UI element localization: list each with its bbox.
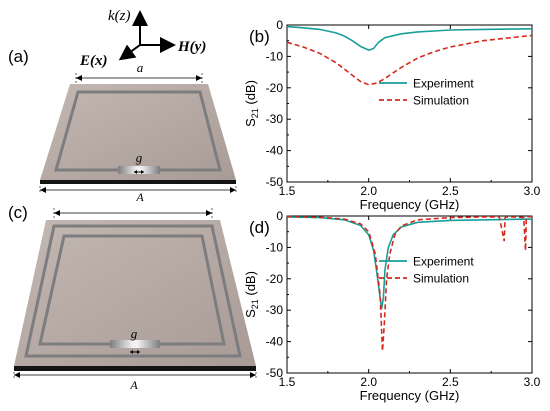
substrate-c bbox=[14, 220, 256, 366]
x-tick-label: 2.5 bbox=[442, 184, 459, 198]
series-line-experiment bbox=[286, 216, 533, 309]
x-tick-label: 3.0 bbox=[524, 375, 541, 389]
y-tick-label: -30 bbox=[266, 112, 284, 126]
x-tick-label: 1.5 bbox=[279, 375, 296, 389]
x-tick-label: 2.5 bbox=[442, 375, 459, 389]
ring-outer-c bbox=[24, 224, 242, 358]
legend-label-experiment: Experiment bbox=[413, 77, 474, 91]
dim-a-label: a bbox=[137, 60, 144, 75]
chart-b: (b) 1.5 2.0 2.5 3.0 0 -10 -20 -30 -40 -50 Frequency… bbox=[243, 18, 541, 212]
ring-inner-c bbox=[38, 234, 226, 346]
dim-A-label-c: A bbox=[129, 378, 138, 392]
ring-outer-a bbox=[54, 90, 222, 172]
y-tick-label: 0 bbox=[276, 209, 283, 223]
e-axis-label: E(x) bbox=[79, 53, 108, 69]
y-axis-label: S21 (dB) bbox=[243, 271, 260, 318]
y-axis-label-main: S bbox=[243, 118, 258, 127]
panel-label: (b) bbox=[249, 27, 270, 46]
panel-label: (d) bbox=[249, 218, 270, 237]
y-axis-label-sub: 21 bbox=[250, 299, 260, 309]
series-line-experiment bbox=[286, 25, 533, 51]
series-line-simulation bbox=[286, 34, 533, 86]
y-axis-label-unit: (dB) bbox=[243, 80, 258, 108]
k-axis-label: k(z) bbox=[108, 8, 131, 24]
y-axis-label-sub: 21 bbox=[250, 108, 260, 118]
h-axis-label: H(y) bbox=[177, 39, 206, 55]
gap-label-c: g bbox=[131, 326, 138, 341]
x-axis-label: Frequency (GHz) bbox=[360, 388, 460, 403]
y-tick-label: -10 bbox=[266, 240, 284, 254]
dim-A-label: A bbox=[135, 190, 144, 204]
gap-a bbox=[118, 166, 160, 174]
gap-c bbox=[110, 340, 160, 348]
plot-frame bbox=[286, 24, 533, 183]
y-axis-label-main: S bbox=[243, 309, 258, 318]
x-axis-label: Frequency (GHz) bbox=[360, 197, 460, 212]
legend-label-simulation: Simulation bbox=[413, 94, 469, 108]
y-tick-label: -20 bbox=[266, 81, 284, 95]
e-axis-arrow bbox=[118, 44, 141, 61]
panel-c-label: (c) bbox=[8, 203, 28, 222]
gap-label-a: g bbox=[136, 150, 143, 165]
y-tick-label: -50 bbox=[266, 175, 284, 189]
y-tick-label: -40 bbox=[266, 335, 284, 349]
y-axis-label-unit: (dB) bbox=[243, 271, 258, 299]
series-line-simulation bbox=[286, 215, 533, 352]
y-tick-label: -20 bbox=[266, 272, 284, 286]
plot-frame bbox=[286, 215, 533, 374]
panel-a-label: (a) bbox=[8, 47, 29, 66]
y-tick-label: -50 bbox=[266, 366, 284, 380]
coordinate-triad: k(z) H(y) E(x) bbox=[79, 8, 206, 69]
x-tick-label: 3.0 bbox=[524, 184, 541, 198]
x-tick-label: 2.0 bbox=[360, 184, 377, 198]
x-tick-label: 1.5 bbox=[279, 184, 296, 198]
substrate-a bbox=[40, 84, 236, 180]
y-tick-label: -10 bbox=[266, 49, 284, 63]
legend-label-experiment: Experiment bbox=[413, 255, 474, 269]
x-tick-label: 2.0 bbox=[360, 375, 377, 389]
panel-a: (a) a g A bbox=[8, 47, 237, 204]
y-axis-label: S21 (dB) bbox=[243, 80, 260, 127]
y-tick-label: -40 bbox=[266, 144, 284, 158]
chart-d: (d) 1.5 2.0 2.5 3.0 0 -10 -20 -30 -40 -50 Frequency… bbox=[243, 209, 541, 403]
panel-c: (c) a g A bbox=[8, 203, 257, 392]
legend-label-simulation: Simulation bbox=[413, 272, 469, 286]
y-tick-label: -30 bbox=[266, 303, 284, 317]
y-tick-label: 0 bbox=[276, 18, 283, 32]
